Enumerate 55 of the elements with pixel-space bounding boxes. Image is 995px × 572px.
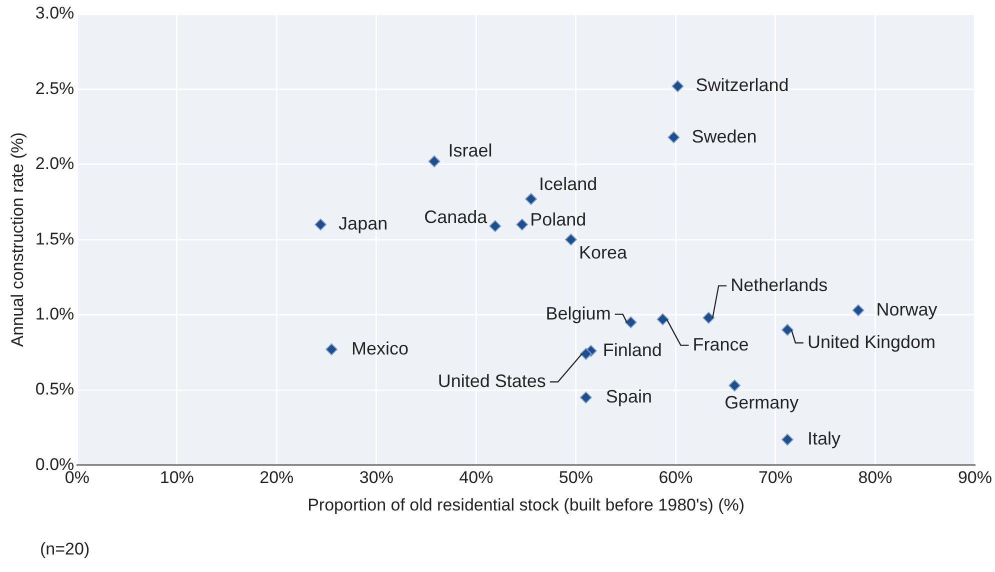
point xyxy=(580,348,592,360)
annotation: Italy xyxy=(807,428,840,449)
point xyxy=(781,324,794,336)
annotation: Poland xyxy=(530,210,586,230)
annotation: Spain xyxy=(606,386,652,406)
x-tick-label: 80% xyxy=(858,468,892,488)
annotation: United States xyxy=(438,370,546,391)
annotation: France xyxy=(692,334,749,354)
point xyxy=(702,312,715,324)
x-axis-title: Proportion of old residential stock (built before 1980's) (%) xyxy=(308,495,745,514)
annotation: Germany xyxy=(724,392,799,412)
point xyxy=(525,192,538,205)
x-tick-label: 60% xyxy=(658,468,693,488)
point xyxy=(672,80,684,92)
y-tick-label: 1.0% xyxy=(35,304,74,324)
y-tick-label: 2.5% xyxy=(35,78,74,98)
x-tick-label: 70% xyxy=(758,468,792,488)
annotation: Iceland xyxy=(539,174,598,194)
annotation: Korea xyxy=(578,242,628,263)
point xyxy=(428,155,440,168)
point xyxy=(668,131,680,144)
point xyxy=(564,234,577,246)
annotation: Switzerland xyxy=(696,75,789,96)
x-tick-label: 10% xyxy=(160,468,194,488)
x-tick-label: 40% xyxy=(459,468,494,488)
x-tick-label: 30% xyxy=(359,468,394,488)
point xyxy=(728,379,741,392)
x-tick-label: 50% xyxy=(558,468,593,488)
y-axis-title: Annual construction rate (%) xyxy=(8,132,27,347)
point xyxy=(516,218,528,231)
point xyxy=(314,218,327,231)
point xyxy=(852,304,864,316)
annotation: Norway xyxy=(876,299,938,320)
annotation: Japan xyxy=(338,214,388,234)
y-tick-label: 0.5% xyxy=(35,380,74,399)
x-tick-label: 20% xyxy=(260,468,294,488)
point xyxy=(326,343,338,356)
point xyxy=(624,316,637,328)
y-tick-label: 1.5% xyxy=(35,229,74,248)
annotation: Finland xyxy=(602,340,662,360)
y-tick-label: 3.0% xyxy=(35,4,74,23)
point xyxy=(580,392,592,404)
annotation: Canada xyxy=(424,207,488,228)
point xyxy=(781,434,794,446)
annotation: Sweden xyxy=(692,126,757,146)
text: (n=20) xyxy=(40,540,90,559)
annotation: Israel xyxy=(448,140,492,160)
annotation: Mexico xyxy=(352,338,409,358)
y-tick-label: 2.0% xyxy=(35,154,74,174)
annotation: Netherlands xyxy=(730,274,828,295)
x-tick-label: 90% xyxy=(958,468,992,488)
annotation: Belgium xyxy=(546,303,611,324)
point xyxy=(656,313,669,326)
annotation: United Kingdom xyxy=(807,332,936,352)
point xyxy=(489,220,502,232)
